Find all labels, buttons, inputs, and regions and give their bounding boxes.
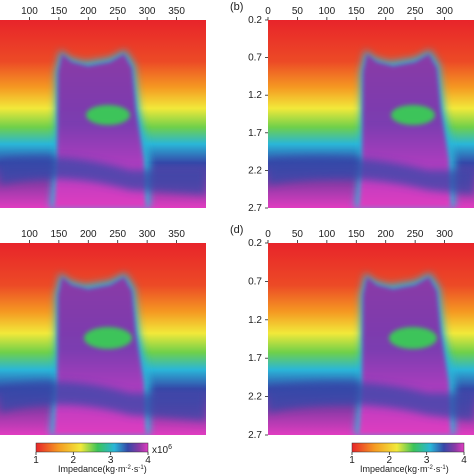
colorbar-left-label-prefix: Impedance(kg·m: [58, 464, 126, 474]
panel-d-lens: [389, 327, 437, 349]
panel-b-deep-band: [268, 156, 474, 195]
panel-a-x-tick-label: 200: [80, 6, 97, 17]
colorbar-right-label-prefix: Impedance(kg·m: [360, 464, 428, 474]
panel-d-y-tick-label: 2.7: [248, 430, 262, 441]
panel-d-y-tick-label: 2.2: [248, 392, 262, 403]
panel-d-x-tick-label: 150: [348, 229, 365, 240]
colorbar-right-tick-label: 4: [461, 455, 467, 466]
panel-d-x-ticks: 0 50 100 150 200 250 300: [265, 229, 453, 243]
panel-d-y-tick-label: 0.2: [248, 238, 262, 249]
panel-a-x-ticks: 100 150 200 250 300 350: [21, 6, 185, 20]
panel-b-y-tick-label: 1.2: [248, 90, 262, 101]
panel-d-deep-band: [268, 381, 474, 421]
panel-b-x-tick-label: 100: [319, 6, 336, 17]
panel-b-label: (b): [230, 1, 243, 13]
colorbar-right-label-mid: ·s: [433, 464, 441, 474]
panel-d-y-ticks: 0.2 0.7 1.2 1.7 2.2 2.7: [248, 238, 268, 441]
panel-b-x-ticks: 0 50 100 150 200 250 300: [265, 6, 453, 20]
colorbar-left-ticks: 1 2 3 4: [33, 452, 151, 466]
colorbar-right-label-exp2: -1: [440, 465, 446, 471]
colorbar-left-multiplier-exponent: 6: [168, 444, 172, 451]
panel-b-x-tick-label: 50: [292, 6, 304, 17]
panel-c-x-ticks: 100 150 200 250 300 350: [21, 229, 185, 243]
panel-a: 100 150 200 250 300 350: [0, 6, 206, 208]
panel-a-x-tick-label: 350: [168, 6, 185, 17]
panel-a-deep-band: [0, 156, 206, 195]
colorbar-left-label-suffix: ): [144, 464, 147, 474]
panel-d: 0 50 100 150 200 250 300 0.2 0.7 1.2 1.7 2.2 2.7 (d…: [230, 224, 474, 441]
panel-a-x-tick-label: 100: [21, 6, 38, 17]
colorbar-right-tick-label: 1: [349, 455, 355, 466]
panel-c-x-tick-label: 200: [80, 229, 97, 240]
colorbar-left-tick-label: 2: [71, 455, 77, 466]
panel-b-x-tick-label: 0: [265, 6, 271, 17]
colorbar-right-tick-label: 2: [387, 455, 393, 466]
panel-a-x-tick-label: 150: [51, 6, 68, 17]
panel-d-x-tick-label: 300: [436, 229, 453, 240]
colorbar-left-label-exp1: -2: [126, 465, 132, 471]
panel-c: 100 150 200 250 300 350: [0, 229, 206, 435]
panel-b-y-tick-label: 0.2: [248, 15, 262, 26]
colorbar-left-bar: [35, 442, 149, 453]
colorbar-left-tick-label: 4: [145, 455, 151, 466]
panel-b-x-tick-label: 300: [436, 6, 453, 17]
colorbar-right-label: Impedance(kg·m-2·s-1): [360, 464, 449, 474]
panel-b-y-tick-label: 2.2: [248, 165, 262, 176]
panel-b-y-ticks: 0.2 0.7 1.2 1.7 2.2 2.7: [248, 15, 268, 214]
colorbar-left-label: Impedance(kg·m-2·s-1): [58, 464, 147, 474]
panel-c-x-tick-label: 100: [21, 229, 38, 240]
panel-b-y-tick-label: 1.7: [248, 128, 262, 139]
colorbar-left: 1 2 3 4 x106 Impedance(kg·m-2·s-1): [33, 442, 172, 474]
colorbar-right: 1 2 3 4 Impedance(kg·m-2·s-1): [349, 442, 467, 474]
panel-d-x-tick-label: 200: [377, 229, 394, 240]
panel-c-x-tick-label: 350: [168, 229, 185, 240]
panel-b-x-tick-label: 150: [348, 6, 365, 17]
panel-c-x-tick-label: 150: [51, 229, 68, 240]
colorbar-left-label-exp2: -1: [138, 465, 144, 471]
panel-b: 0 50 100 150 200 250 300 0.2 0.7 1.2 1.7 2.2 2.7 (b…: [230, 1, 474, 214]
panel-c-x-tick-label: 300: [139, 229, 156, 240]
panel-d-x-tick-label: 0: [265, 229, 271, 240]
colorbar-left-multiplier-base: x10: [152, 445, 169, 456]
panel-d-x-tick-label: 250: [407, 229, 424, 240]
panel-a-x-tick-label: 250: [109, 6, 126, 17]
colorbar-right-bar: [351, 442, 465, 453]
panel-a-x-tick-label: 300: [139, 6, 156, 17]
panel-d-x-tick-label: 50: [292, 229, 304, 240]
colorbar-right-label-suffix: ): [446, 464, 449, 474]
panel-c-x-tick-label: 250: [109, 229, 126, 240]
panel-b-x-tick-label: 250: [407, 6, 424, 17]
panel-b-lens: [391, 105, 435, 125]
panel-a-lens: [86, 105, 130, 125]
panel-b-x-tick-label: 200: [377, 6, 394, 17]
panel-b-y-tick-label: 0.7: [248, 53, 262, 64]
panel-c-lens: [84, 327, 132, 349]
panel-d-y-tick-label: 1.2: [248, 315, 262, 326]
colorbar-right-label-exp1: -2: [428, 465, 434, 471]
panel-d-y-tick-label: 0.7: [248, 276, 262, 287]
panel-b-y-tick-label: 2.7: [248, 203, 262, 214]
colorbar-right-ticks: 1 2 3 4: [349, 452, 467, 466]
colorbar-right-tick-label: 3: [424, 455, 430, 466]
colorbar-left-multiplier: x106: [152, 444, 172, 456]
colorbar-left-tick-label: 1: [33, 455, 39, 466]
panel-d-y-tick-label: 1.7: [248, 353, 262, 364]
panel-c-deep-band: [0, 381, 206, 421]
panel-d-x-tick-label: 100: [319, 229, 336, 240]
colorbar-left-label-mid: ·s: [131, 464, 139, 474]
colorbar-left-tick-label: 3: [108, 455, 114, 466]
panel-d-label: (d): [230, 224, 243, 236]
